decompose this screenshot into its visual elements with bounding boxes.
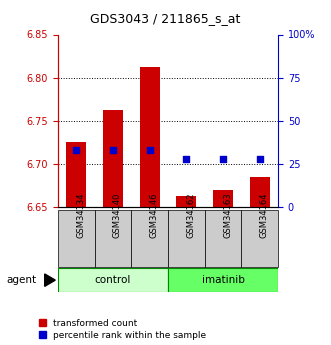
Bar [176, 196, 196, 207]
Text: GSM34146: GSM34146 [150, 192, 159, 238]
Point [147, 147, 152, 153]
Text: control: control [95, 275, 131, 285]
Point [110, 147, 116, 153]
Point [73, 147, 79, 153]
FancyBboxPatch shape [168, 268, 278, 292]
FancyBboxPatch shape [205, 210, 241, 267]
Point [184, 156, 189, 161]
Point [257, 156, 262, 161]
Bar [103, 110, 123, 207]
Text: GSM34164: GSM34164 [260, 192, 269, 238]
Legend: transformed count, percentile rank within the sample: transformed count, percentile rank withi… [38, 318, 207, 341]
Point [220, 156, 226, 161]
FancyBboxPatch shape [131, 210, 168, 267]
Text: GSM34162: GSM34162 [186, 192, 195, 238]
Text: agent: agent [7, 275, 37, 285]
Bar [213, 190, 233, 207]
FancyBboxPatch shape [241, 210, 278, 267]
FancyBboxPatch shape [58, 210, 95, 267]
Bar [140, 67, 160, 207]
Text: imatinib: imatinib [202, 275, 245, 285]
FancyBboxPatch shape [168, 210, 205, 267]
Text: GSM34163: GSM34163 [223, 192, 232, 238]
FancyBboxPatch shape [58, 268, 168, 292]
Text: GDS3043 / 211865_s_at: GDS3043 / 211865_s_at [90, 12, 241, 25]
Bar [66, 142, 86, 207]
Text: GSM34134: GSM34134 [76, 192, 85, 238]
Polygon shape [45, 274, 55, 286]
Text: GSM34140: GSM34140 [113, 192, 122, 238]
Bar [250, 177, 270, 207]
FancyBboxPatch shape [95, 210, 131, 267]
